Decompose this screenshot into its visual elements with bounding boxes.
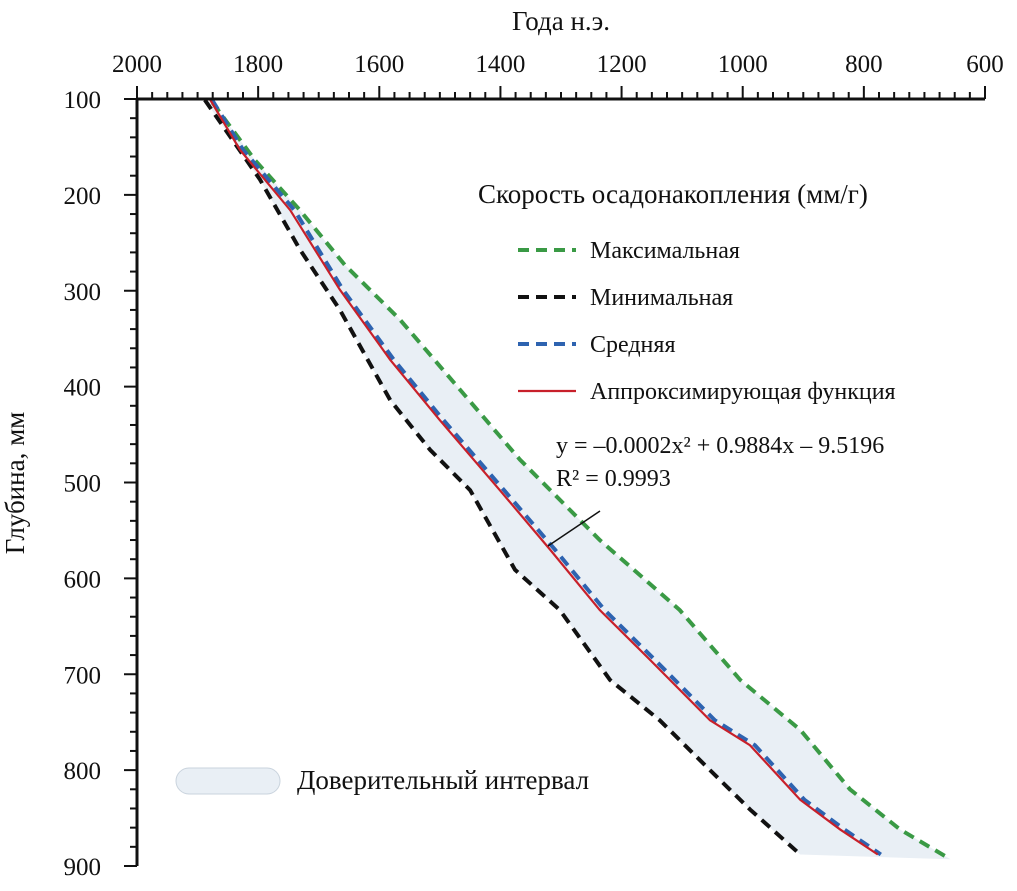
confidence-legend-label: Доверительный интервал (297, 765, 589, 795)
x-tick-label: 1600 (354, 51, 404, 78)
series-line-0 (211, 101, 952, 862)
y-tick-label: 500 (64, 471, 102, 498)
x-tick-label: 1400 (475, 51, 525, 78)
legend-label-3: Аппроксимирующая функция (590, 379, 896, 405)
y-tick-label: 300 (64, 279, 102, 306)
y-tick-label: 200 (64, 183, 102, 210)
r2-label: R² = 0.9993 (556, 466, 671, 492)
x-tick-label: 1800 (233, 51, 283, 78)
x-axis-label: Года н.э. (512, 6, 610, 36)
y-tick-label: 700 (64, 662, 102, 689)
y-axis-label: Глубина, мм (0, 412, 30, 555)
y-tick-label: 400 (64, 375, 102, 402)
series-line-1 (203, 98, 802, 856)
y-tick-label: 800 (64, 758, 102, 785)
x-tick-label: 800 (845, 51, 883, 78)
equation-leader-line (547, 510, 601, 547)
y-tick-label: 100 (64, 87, 102, 114)
y-tick-label: 900 (64, 854, 102, 881)
series-line-3 (209, 99, 879, 856)
confidence-legend-swatch (175, 767, 281, 795)
legend-title: Скорость осадонакопления (мм/г) (478, 179, 868, 209)
legend-label-2: Средняя (590, 332, 675, 358)
legend-label-0: Максимальная (590, 238, 740, 264)
x-tick-label: 600 (966, 51, 1004, 78)
x-tick-label: 2000 (112, 51, 162, 78)
equation-label: y = –0.0002x² + 0.9884x – 9.5196 (556, 433, 884, 459)
x-tick-label: 1200 (597, 51, 647, 78)
series-line-2 (210, 98, 882, 857)
legend-label-1: Минимальная (590, 285, 733, 311)
x-tick-label: 1000 (718, 51, 768, 78)
y-tick-label: 600 (64, 566, 102, 593)
